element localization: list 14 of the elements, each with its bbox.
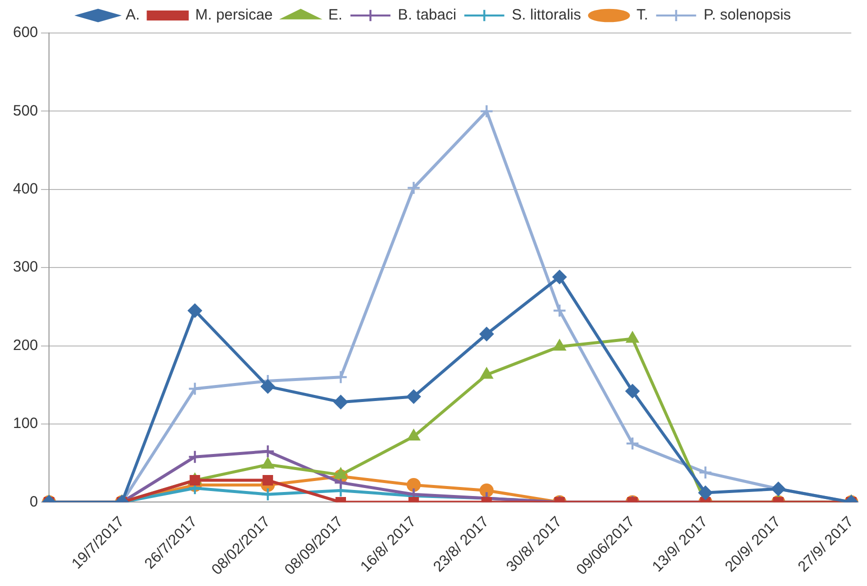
y-tick-label: 500 (12, 102, 38, 120)
legend-label: A. (126, 6, 140, 24)
legend-label: B. tabaci (398, 6, 456, 24)
legend-label: P. solenopsis (704, 6, 791, 24)
legend-label: S. littoralis (512, 6, 581, 24)
legend-label: M. persicae (195, 6, 273, 24)
y-tick-label: 200 (12, 336, 38, 354)
legend-label: T. (636, 6, 648, 24)
y-tick-label: 100 (12, 415, 38, 432)
y-tick-label: 300 (12, 258, 38, 276)
y-tick-label: 0 (30, 493, 38, 510)
y-tick-label: 400 (12, 180, 38, 198)
legend-label: E. (328, 6, 342, 24)
y-tick-label: 600 (12, 24, 38, 42)
